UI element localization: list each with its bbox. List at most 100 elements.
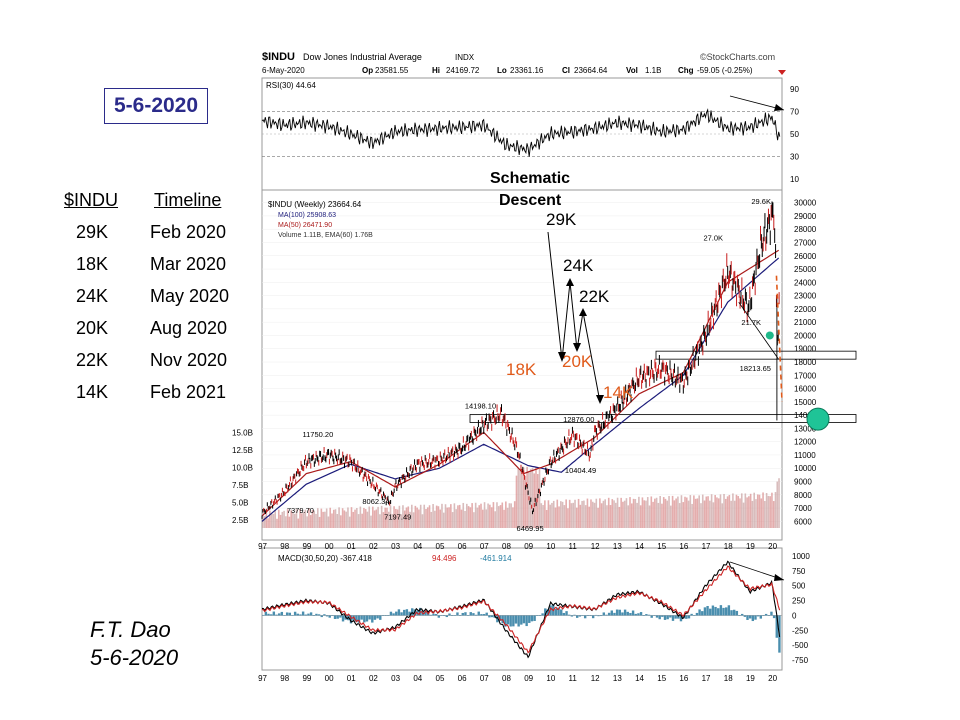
price-point-label: 7197.49 — [384, 512, 411, 521]
volume-bar — [341, 508, 344, 528]
ohlc-high: 24169.72 — [446, 66, 480, 75]
volume-bar — [691, 503, 693, 528]
macd-histogram-bar — [735, 610, 739, 616]
volume-bar — [368, 506, 371, 528]
volume-bar — [714, 495, 716, 528]
volume-bar — [519, 470, 521, 528]
macd-histogram-bar — [669, 615, 672, 618]
price-x-tick-label: 12 — [591, 542, 600, 551]
volume-bar — [581, 500, 583, 528]
volume-bar — [515, 475, 518, 528]
volume-bar — [387, 511, 390, 528]
volume-bar — [295, 509, 298, 528]
volume-bar — [316, 508, 319, 528]
volume-bar — [737, 496, 740, 528]
volume-bar — [508, 503, 511, 528]
volume-bar — [767, 495, 770, 528]
macd-histogram-bar — [504, 615, 507, 627]
volume-bar — [661, 503, 663, 528]
volume-bar — [567, 508, 569, 528]
volume-bar — [492, 502, 495, 528]
volume-bar — [552, 500, 555, 528]
macd-histogram-bar — [397, 609, 401, 616]
volume-bar — [347, 507, 349, 528]
volume-bar — [396, 509, 399, 528]
ma50-legend: MA(50) 26471.90 — [278, 222, 332, 229]
volume-bar — [398, 505, 401, 528]
volume-bar — [765, 493, 768, 528]
volume-bar — [558, 506, 560, 528]
volume-bar — [554, 507, 557, 528]
volume-bar — [377, 506, 379, 528]
volume-bar — [762, 492, 764, 528]
macd-x-tick-label: 00 — [325, 674, 334, 683]
rsi-tick-label: 70 — [790, 108, 799, 117]
macd-histogram-bar — [639, 612, 643, 616]
volume-bar — [480, 503, 482, 528]
macd-histogram-bar — [480, 614, 483, 616]
volume-bar — [570, 503, 573, 528]
volume-bar — [524, 475, 527, 528]
macd-histogram-bar — [557, 607, 560, 616]
volume-bar — [671, 495, 674, 528]
volume-bar — [402, 505, 404, 528]
macd-histogram-bar — [703, 607, 707, 616]
volume-bar — [677, 496, 679, 528]
macd-tick-label: 1000 — [792, 552, 810, 561]
volume-bar — [575, 507, 578, 528]
macd-x-tick-label: 15 — [657, 674, 666, 683]
macd-x-tick-label: 19 — [746, 674, 755, 683]
macd-histogram-bar — [690, 613, 693, 616]
price-tick-label: 26000 — [794, 252, 817, 261]
macd-histogram-bar — [283, 615, 286, 616]
volume-bar — [308, 508, 310, 528]
volume-bar — [655, 497, 658, 528]
price-tick-label: 8000 — [794, 491, 812, 500]
macd-histogram-bar — [629, 613, 632, 616]
macd-histogram-bar — [448, 613, 451, 616]
macd-histogram-bar — [403, 609, 406, 616]
macd-histogram-bar — [490, 615, 494, 618]
volume-bar — [700, 503, 702, 528]
volume-bar — [584, 505, 587, 528]
volume-bar — [551, 502, 553, 528]
schematic-20k: 20K — [562, 352, 593, 371]
macd-histogram-bar — [357, 615, 361, 623]
volume-bar — [338, 507, 340, 528]
macd-histogram-bar — [520, 615, 523, 625]
target-14k-marker — [806, 407, 830, 431]
ohlc-vol-label: Vol — [626, 66, 638, 75]
macd-tick-label: 250 — [792, 597, 806, 606]
macd-histogram-bar — [730, 610, 733, 616]
macd-histogram-bar — [360, 615, 363, 620]
macd-histogram-bar — [442, 615, 446, 616]
timeline-date: Aug 2020 — [150, 318, 228, 338]
volume-bar — [749, 493, 752, 528]
volume-bar — [625, 498, 628, 528]
schematic-subtitle: Descent — [499, 192, 562, 209]
volume-bar — [732, 493, 734, 528]
volume-bar — [306, 516, 308, 528]
macd-histogram-bar — [429, 614, 433, 616]
volume-bar — [357, 514, 360, 528]
macd-histogram-bar — [701, 611, 704, 616]
price-point-label: 21.7K — [741, 318, 761, 327]
macd-histogram-bar — [400, 612, 403, 616]
volume-bar — [496, 502, 498, 528]
volume-bar — [638, 496, 640, 528]
price-x-tick-label: 04 — [413, 542, 422, 551]
macd-histogram-bar — [469, 612, 472, 616]
volume-bar — [746, 497, 748, 528]
volume-bar — [395, 508, 397, 528]
volume-bar — [359, 506, 362, 528]
ohlc-high-label: Hi — [432, 66, 440, 75]
macd-histogram-bar — [743, 615, 747, 617]
price-x-tick-label: 06 — [458, 542, 467, 551]
macd-histogram-bar — [536, 615, 539, 616]
price-tick-label: 23000 — [794, 292, 817, 301]
volume-bar — [457, 505, 459, 528]
price-tick-label: 30000 — [794, 199, 817, 208]
price-x-tick-label: 99 — [302, 542, 311, 551]
macd-histogram-bar — [653, 615, 656, 616]
volume-bar — [448, 507, 450, 528]
